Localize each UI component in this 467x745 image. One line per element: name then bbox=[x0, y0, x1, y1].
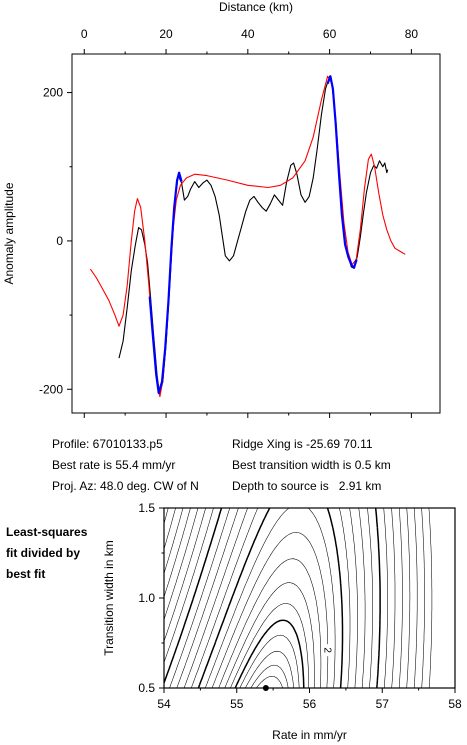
misfit-caption: Least-squares fit divided by best fit bbox=[6, 522, 87, 585]
y-axis-label: Anomaly amplitude bbox=[2, 182, 16, 284]
contour-label-bg bbox=[322, 644, 333, 657]
contour-line bbox=[183, 508, 358, 688]
x-tick-label: 80 bbox=[405, 27, 419, 41]
contour-line bbox=[164, 508, 403, 688]
contour-line bbox=[224, 582, 315, 688]
best-fit-point bbox=[262, 685, 269, 691]
series-line-4 bbox=[326, 75, 358, 269]
y-tick-label: 0 bbox=[56, 234, 63, 248]
y-tick-label: 0.5 bbox=[138, 681, 155, 695]
misfit-caption-line: fit divided by bbox=[6, 546, 81, 560]
contour-line bbox=[211, 532, 329, 688]
misfit-caption-line: Least-squares bbox=[6, 525, 88, 539]
y-tick-label: 1.5 bbox=[138, 501, 155, 515]
x-axis-label: Rate in mm/yr bbox=[272, 728, 347, 742]
contour-line bbox=[164, 508, 411, 688]
contour-line bbox=[191, 508, 351, 688]
series-line-1 bbox=[118, 75, 389, 396]
misfit-contour-plot: 54 55 56 57 58 0.5 1.0 1.5 Rate in mm/yr Transiti… bbox=[102, 501, 462, 742]
contour-line bbox=[197, 508, 344, 688]
x-tick-label: 55 bbox=[230, 697, 244, 711]
x-tick-label: 0 bbox=[81, 27, 88, 41]
y-tick-label: 200 bbox=[43, 86, 63, 100]
contour-frame bbox=[163, 507, 456, 689]
contour-line bbox=[218, 558, 322, 688]
x-tick-label: 56 bbox=[303, 697, 317, 711]
contour-line bbox=[239, 634, 300, 688]
contour-line bbox=[164, 508, 381, 688]
contour-line bbox=[205, 508, 336, 688]
contour-line bbox=[164, 508, 388, 688]
y-tick-label: -200 bbox=[39, 382, 63, 396]
ridge-xing-label: Ridge Xing is -25.69 70.11 bbox=[232, 437, 373, 451]
contour-label: 2 bbox=[322, 647, 333, 653]
contour-line bbox=[164, 508, 396, 688]
plot-frame bbox=[71, 53, 441, 414]
profile-label: Profile: 67010133.p5 bbox=[52, 437, 163, 451]
y-tick-label: 1.0 bbox=[138, 591, 155, 605]
misfit-caption-line: best fit bbox=[6, 567, 46, 581]
x-axis-label: Distance (km) bbox=[219, 0, 293, 14]
x-tick-label: 60 bbox=[323, 27, 337, 41]
anomaly-profile-plot: 0 20 40 60 80 -200 0 200 Distance (km) Anomaly am… bbox=[2, 0, 441, 418]
x-tick-label: 57 bbox=[376, 697, 390, 711]
contour-line bbox=[164, 508, 425, 688]
depth-to-source-label: Depth to source is 2.91 km bbox=[232, 479, 382, 493]
y-axis-label: Transition width in km bbox=[102, 540, 116, 656]
contour-line bbox=[176, 508, 366, 688]
contour-line bbox=[256, 676, 283, 688]
contour-lines bbox=[164, 508, 433, 688]
x-tick-label: 40 bbox=[241, 27, 255, 41]
contour-line bbox=[245, 650, 294, 688]
contour-line bbox=[169, 508, 373, 688]
x-tick-label: 58 bbox=[448, 697, 462, 711]
contour-line bbox=[230, 603, 309, 688]
x-tick-label: 54 bbox=[157, 697, 171, 711]
series-line-2 bbox=[89, 75, 406, 398]
contour-line bbox=[164, 508, 418, 688]
best-rate-label: Best rate is 55.4 mm/yr bbox=[52, 458, 176, 472]
projection-azimuth-label: Proj. Az: 48.0 deg. CW of N bbox=[52, 479, 199, 493]
series-line-3 bbox=[148, 171, 183, 395]
best-width-label: Best transition width is 0.5 km bbox=[232, 458, 391, 472]
contour-line bbox=[234, 619, 305, 688]
x-tick-label: 20 bbox=[159, 27, 173, 41]
contour-line bbox=[164, 508, 433, 688]
